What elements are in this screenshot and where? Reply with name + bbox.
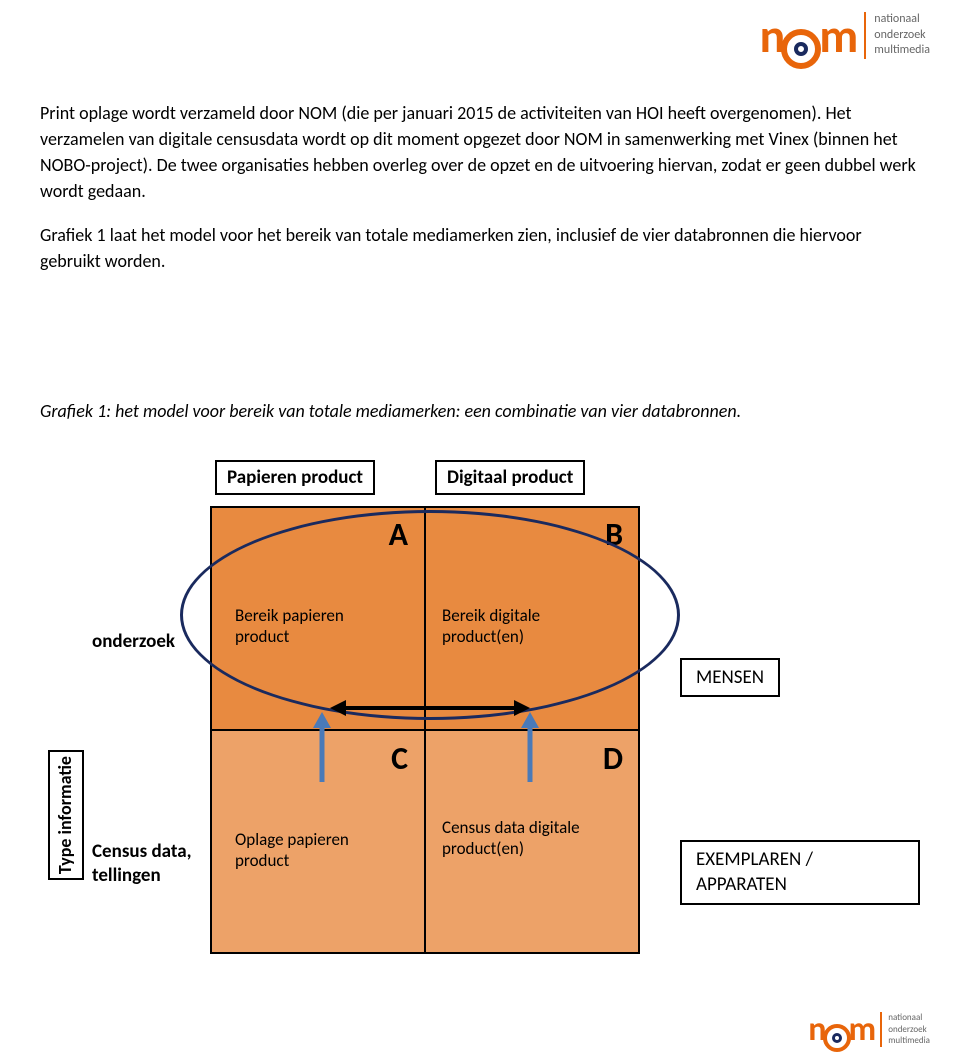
ellipse-overlay	[180, 510, 680, 720]
double-arrow-horizontal	[330, 696, 530, 720]
footer-logo-tagline: nationaal onderzoek multimedia	[880, 1012, 930, 1047]
type-informatie-label: Type informatie	[56, 756, 76, 874]
row-label-onderzoek: onderzoek	[92, 630, 175, 653]
footer-logo-letter-n: n	[808, 1009, 824, 1050]
mensen-box: MENSEN	[680, 658, 780, 697]
footer-logo: n m nationaal onderzoek multimedia	[808, 1009, 930, 1050]
footer-tagline-line-2: onderzoek	[888, 1024, 930, 1036]
footer-logo-letter-o	[823, 1024, 851, 1052]
arrow-d-to-b	[518, 712, 542, 782]
cell-c-letter: C	[391, 739, 408, 778]
cell-d-letter: D	[603, 739, 623, 778]
header-logo: n m nationaal onderzoek multimedia	[759, 6, 930, 65]
footer-logo-wordmark: n m	[808, 1009, 874, 1050]
logo-wordmark: n m	[759, 6, 856, 65]
diagram-container: Papieren product Digitaal product onderz…	[40, 460, 920, 980]
paragraph-2: Grafiek 1 laat het model voor het bereik…	[40, 222, 920, 274]
tagline-line-1: nationaal	[874, 12, 930, 28]
col-header-digitaal: Digitaal product	[435, 460, 585, 495]
tagline-line-2: onderzoek	[874, 28, 930, 44]
exemplaren-box: EXEMPLAREN / APPARATEN	[680, 840, 920, 905]
figure-caption: Grafiek 1: het model voor bereik van tot…	[40, 400, 741, 422]
col-header-papieren: Papieren product	[215, 460, 375, 495]
footer-tagline-line-3: multimedia	[888, 1035, 930, 1047]
footer-logo-letter-m: m	[849, 1009, 875, 1050]
arrow-c-to-a	[310, 712, 334, 782]
footer-tagline-line-1: nationaal	[888, 1012, 930, 1024]
logo-letter-o	[781, 29, 821, 69]
row-label-census: Census data, tellingen	[92, 840, 192, 888]
tagline-line-3: multimedia	[874, 43, 930, 59]
logo-letter-m: m	[819, 6, 856, 65]
logo-letter-n: n	[759, 6, 783, 65]
body-text: Print oplage wordt verzameld door NOM (d…	[40, 100, 920, 293]
type-informatie-box: Type informatie	[48, 750, 84, 880]
cell-c-text: Oplage papieren product	[235, 829, 395, 872]
paragraph-1: Print oplage wordt verzameld door NOM (d…	[40, 100, 920, 204]
cell-d-text: Census data digitale product(en)	[442, 817, 602, 860]
logo-tagline: nationaal onderzoek multimedia	[864, 12, 930, 59]
